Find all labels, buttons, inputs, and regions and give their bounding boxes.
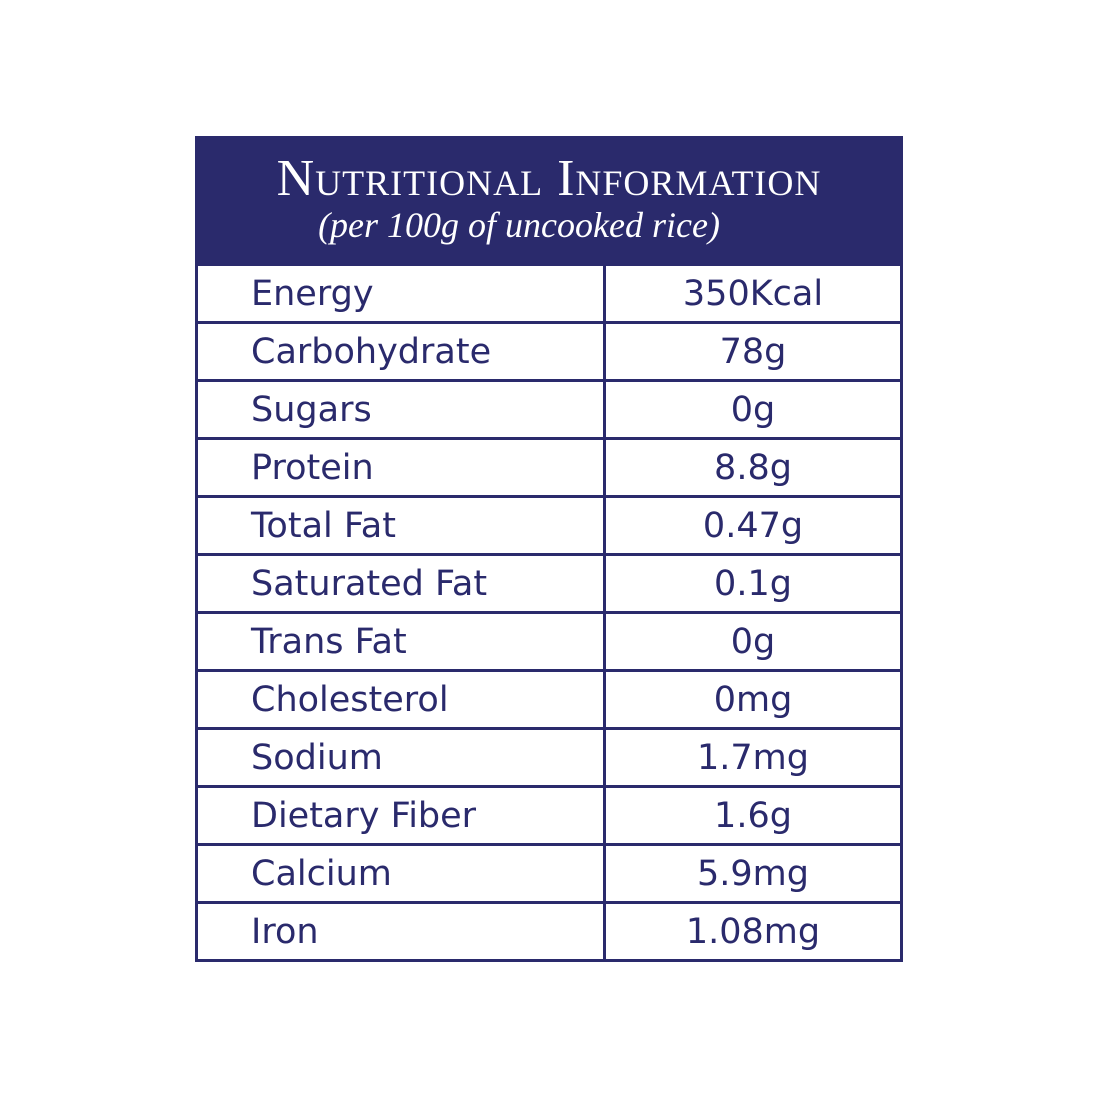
nutrient-value: 5.9mg	[604, 843, 900, 903]
row: Saturated Fat 0.1g	[198, 553, 900, 613]
nutrient-value: 78g	[604, 321, 900, 381]
row: Calcium 5.9mg	[198, 843, 900, 903]
nutrient-name: Dietary Fiber	[198, 785, 606, 845]
nutrient-value: 8.8g	[604, 437, 900, 497]
row: Protein 8.8g	[198, 437, 900, 497]
nutrient-name: Cholesterol	[198, 669, 606, 729]
row: Dietary Fiber 1.6g	[198, 785, 900, 845]
nutrient-name: Protein	[198, 437, 606, 497]
nutrient-name: Sugars	[198, 379, 606, 439]
row: Iron 1.08mg	[198, 901, 900, 959]
nutrient-value: 0g	[604, 379, 900, 439]
row: Sodium 1.7mg	[198, 727, 900, 787]
nutrient-name: Saturated Fat	[198, 553, 606, 613]
nutrient-name: Trans Fat	[198, 611, 606, 671]
nutrient-value: 0.47g	[604, 495, 900, 555]
row: Total Fat 0.47g	[198, 495, 900, 555]
nutrient-name: Iron	[198, 901, 606, 959]
title: Nutritional Information	[276, 150, 822, 207]
nutrient-value: 0mg	[604, 669, 900, 729]
nutrient-value: 350Kcal	[604, 263, 900, 323]
nutrient-name: Carbohydrate	[198, 321, 606, 381]
nutrient-name: Calcium	[198, 843, 606, 903]
row: Cholesterol 0mg	[198, 669, 900, 729]
nutrient-value: 1.6g	[604, 785, 900, 845]
row: Trans Fat 0g	[198, 611, 900, 671]
row: Carbohydrate 78g	[198, 321, 900, 381]
row: Sugars 0g	[198, 379, 900, 439]
nutrient-value: 1.08mg	[604, 901, 900, 959]
row: Energy 350Kcal	[198, 263, 900, 323]
nutrient-value: 0.1g	[604, 553, 900, 613]
nutrient-name: Total Fat	[198, 495, 606, 555]
nutrient-name: Energy	[198, 263, 606, 323]
nutrition-card: Nutritional Information (per 100g of unc…	[195, 136, 903, 962]
header: Nutritional Information (per 100g of unc…	[198, 139, 900, 263]
subtitle: (per 100g of uncooked rice)	[318, 205, 720, 245]
nutrient-value: 1.7mg	[604, 727, 900, 787]
nutrient-value: 0g	[604, 611, 900, 671]
nutrition-table: Energy 350Kcal Carbohydrate 78g Sugars 0g Prot…	[198, 263, 900, 959]
nutrient-name: Sodium	[198, 727, 606, 787]
